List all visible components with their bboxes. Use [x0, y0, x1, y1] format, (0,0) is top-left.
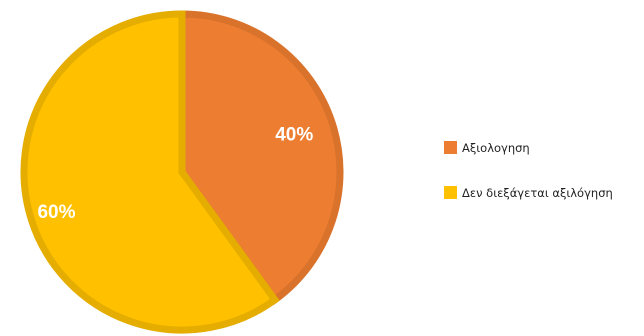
legend-swatch-no-evaluation: [444, 186, 457, 199]
data-label-no-evaluation: 60%: [37, 202, 75, 223]
legend-item-evaluation: Αξιολογηση: [444, 140, 644, 155]
legend-label-evaluation: Αξιολογηση: [462, 140, 530, 155]
legend-label-no-evaluation: Δεν διεξάγεται αξιλόγηση: [462, 185, 613, 200]
pie-data-labels: 40% 60%: [37, 125, 313, 223]
legend: Αξιολογηση Δεν διεξάγεται αξιλόγηση: [444, 140, 644, 230]
pie-slice-no-evaluation: [20, 10, 280, 334]
pie-slices: [20, 10, 344, 334]
data-label-evaluation: 40%: [275, 125, 313, 146]
pie-slice-evaluation: [178, 10, 344, 305]
legend-item-no-evaluation: Δεν διεξάγεται αξιλόγηση: [444, 185, 644, 200]
legend-swatch-evaluation: [444, 141, 457, 154]
